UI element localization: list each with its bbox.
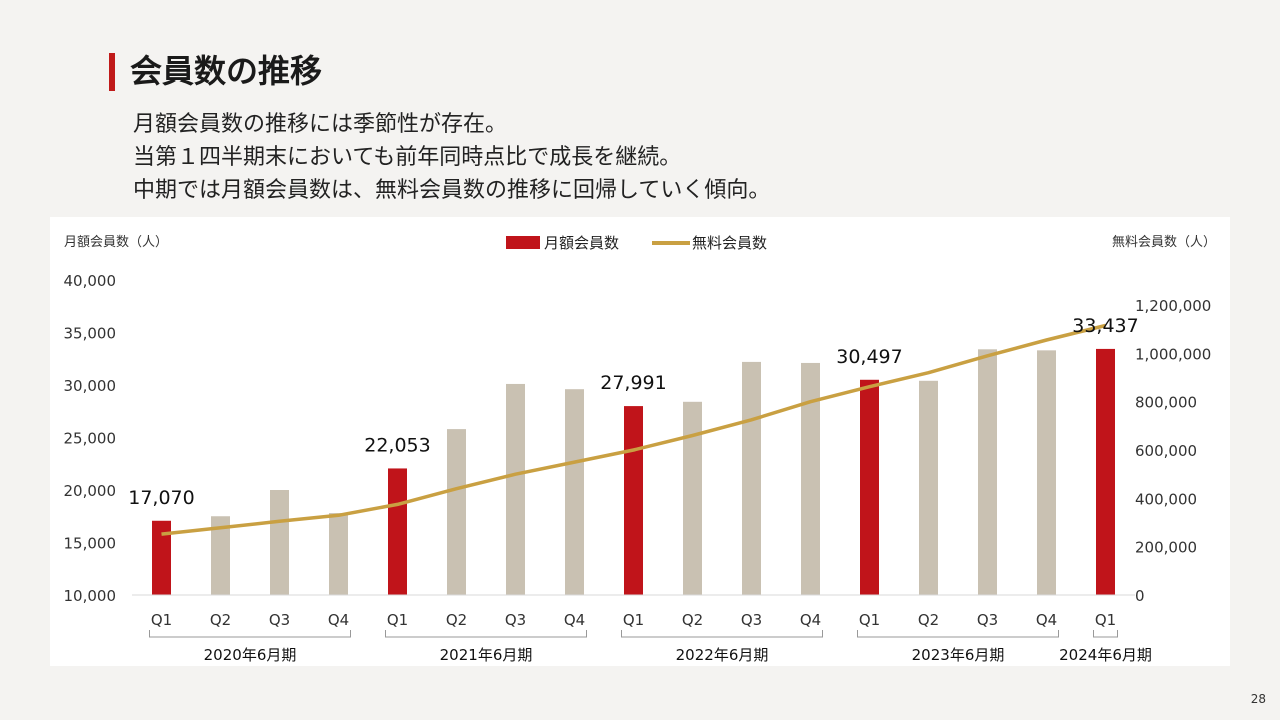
bar	[565, 389, 584, 595]
category-label: Q1	[1095, 611, 1116, 629]
left-axis-title: 月額会員数（人）	[64, 235, 168, 250]
category-label: Q3	[269, 611, 290, 629]
group-label: 2020年6月期	[204, 646, 297, 664]
bar	[978, 349, 997, 595]
group-label: 2023年6月期	[912, 646, 1005, 664]
left-tick-label: 25,000	[64, 430, 117, 448]
bar	[801, 362, 820, 595]
category-label: Q2	[918, 611, 939, 629]
left-tick-label: 15,000	[64, 535, 117, 553]
category-label: Q2	[682, 611, 703, 629]
summary-text: 月額会員数の推移には季節性が存在。 当第１四半期末においても前年同時点比で成長を…	[133, 108, 770, 207]
bar	[270, 490, 289, 595]
category-label: Q4	[1036, 611, 1057, 629]
group-label: 2024年6月期	[1059, 646, 1152, 664]
right-axis-title: 無料会員数（人）	[1112, 235, 1216, 250]
summary-line: 中期では月額会員数は、無料会員数の推移に回帰していく傾向。	[133, 178, 771, 203]
data-label: 27,991	[600, 372, 666, 394]
right-tick-label: 600,000	[1135, 442, 1197, 460]
group-bracket	[1093, 630, 1118, 638]
category-label: Q3	[741, 611, 762, 629]
category-label: Q4	[564, 611, 585, 629]
category-label: Q1	[151, 611, 172, 629]
right-tick-label: 200,000	[1135, 539, 1197, 557]
right-tick-label: 400,000	[1135, 490, 1197, 508]
bar	[624, 406, 643, 595]
data-label: 22,053	[364, 434, 430, 456]
bar	[860, 379, 879, 595]
bar	[506, 383, 525, 595]
bar	[1037, 350, 1056, 595]
page-number: 28	[1250, 692, 1266, 706]
category-label: Q4	[800, 611, 821, 629]
left-tick-label: 30,000	[64, 377, 117, 395]
group-label: 2021年6月期	[440, 646, 533, 664]
summary-line: 当第１四半期末においても前年同時点比で成長を継続。	[133, 145, 682, 170]
bar	[329, 513, 348, 595]
data-label: 30,497	[836, 346, 902, 368]
group-bracket	[621, 630, 823, 638]
right-tick-label: 1,000,000	[1135, 345, 1211, 363]
category-label: Q2	[210, 611, 231, 629]
legend-label: 月額会員数	[544, 234, 619, 252]
left-tick-label: 20,000	[64, 482, 117, 500]
category-label: Q3	[977, 611, 998, 629]
category-label: Q1	[859, 611, 880, 629]
group-label: 2022年6月期	[676, 646, 769, 664]
membership-chart: 月額会員数（人） 無料会員数（人） 月額会員数 無料会員数 10,000 15,000 20…	[64, 234, 1217, 664]
bar	[742, 361, 761, 595]
page-title: 会員数の推移	[130, 52, 323, 90]
legend-swatch-bar	[506, 236, 540, 249]
bar	[683, 401, 702, 595]
category-label: Q3	[505, 611, 526, 629]
right-tick-label: 1,200,000	[1135, 297, 1211, 315]
left-tick-label: 10,000	[64, 587, 117, 605]
data-label: 33,437	[1072, 315, 1138, 337]
left-tick-label: 40,000	[64, 272, 117, 290]
title-accent-bar	[109, 53, 115, 91]
category-label: Q4	[328, 611, 349, 629]
summary-line: 月額会員数の推移には季節性が存在。	[133, 112, 508, 137]
legend-label: 無料会員数	[692, 234, 767, 252]
right-tick-label: 800,000	[1135, 394, 1197, 412]
free-members-line	[161, 323, 1106, 536]
group-bracket	[385, 630, 587, 638]
left-tick-label: 35,000	[64, 325, 117, 343]
category-label: Q1	[387, 611, 408, 629]
category-label: Q1	[623, 611, 644, 629]
group-bracket	[149, 630, 351, 638]
chart-panel: 月額会員数（人） 無料会員数（人） 月額会員数 無料会員数 10,000 15,000 20…	[50, 217, 1230, 666]
bar	[1096, 348, 1115, 595]
right-tick-label: 0	[1135, 587, 1145, 605]
bar	[388, 468, 407, 595]
bar	[152, 520, 171, 595]
data-label: 17,070	[128, 487, 194, 509]
bar	[447, 429, 466, 595]
category-label: Q2	[446, 611, 467, 629]
group-bracket	[857, 630, 1059, 638]
bar	[211, 516, 230, 595]
bar	[919, 380, 938, 595]
